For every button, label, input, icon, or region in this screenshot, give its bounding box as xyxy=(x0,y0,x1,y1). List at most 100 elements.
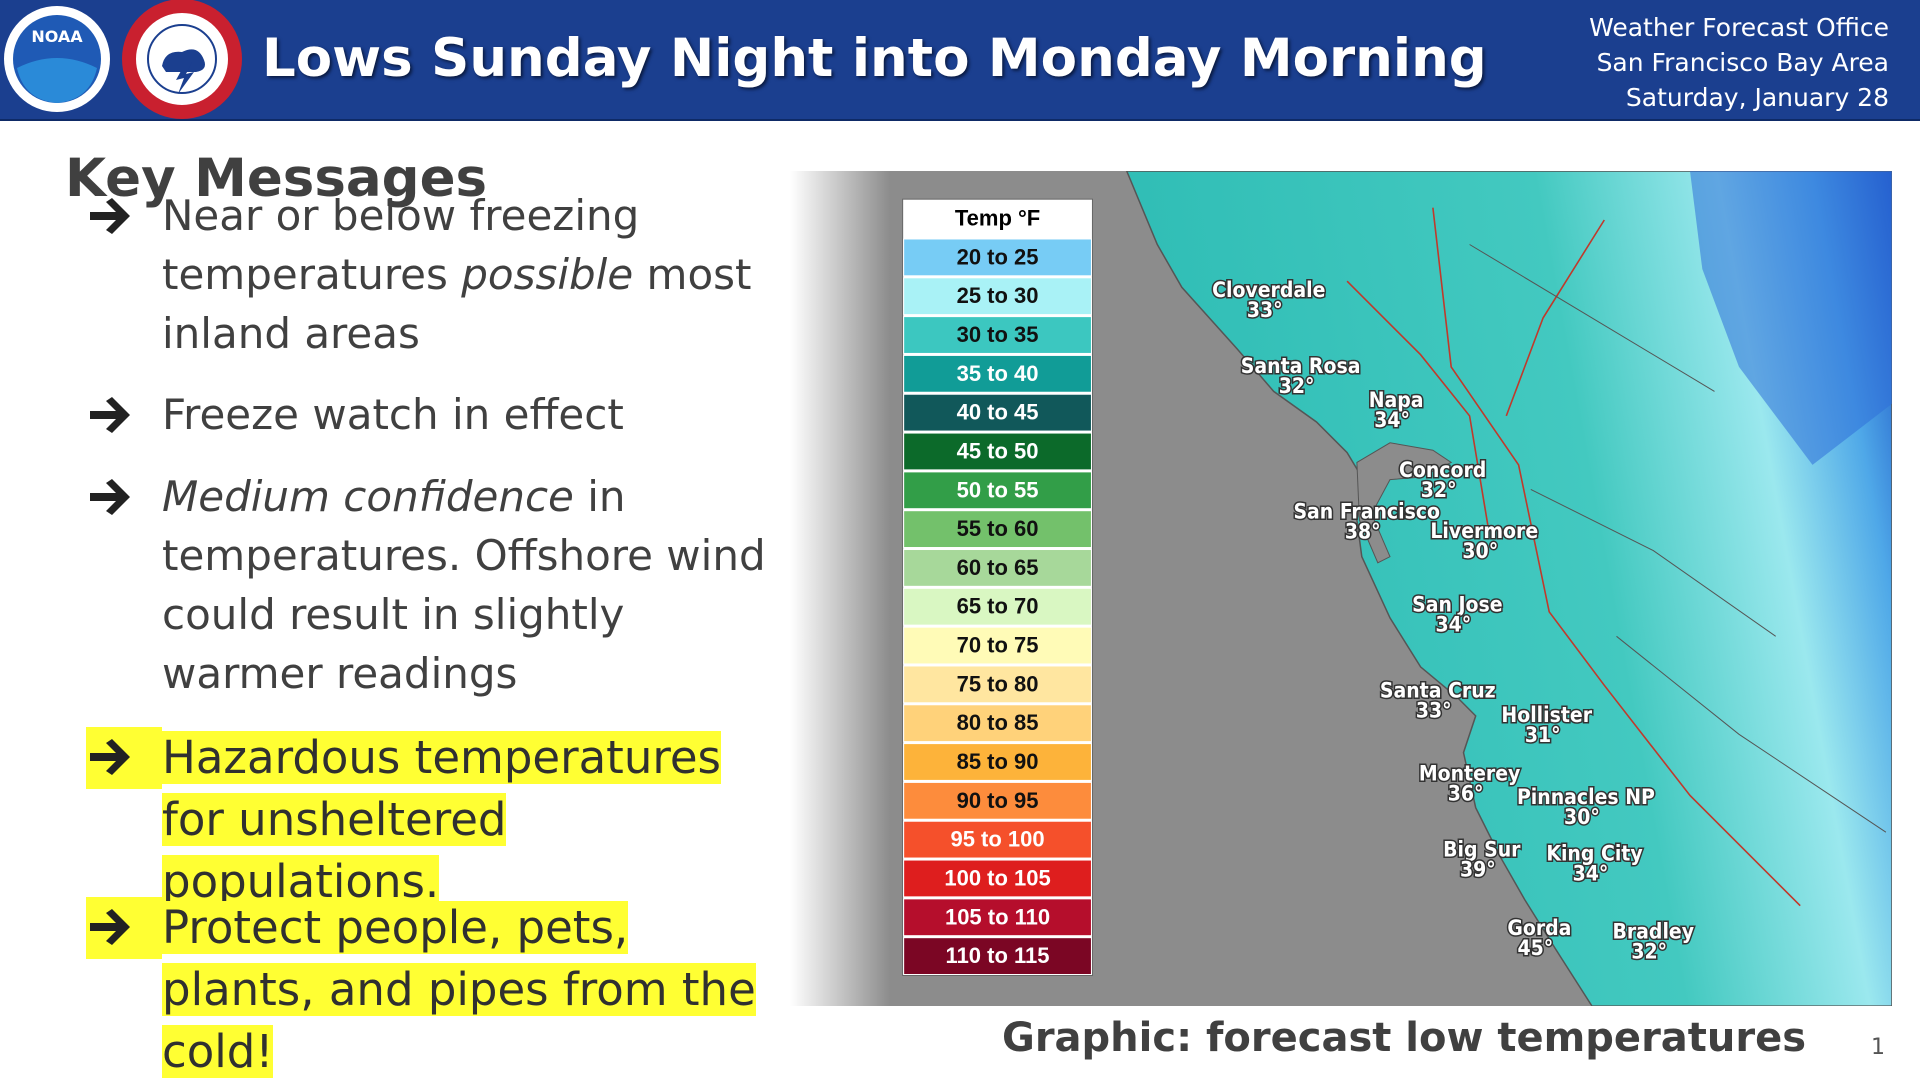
legend-swatch xyxy=(903,510,1092,549)
legend-swatch xyxy=(903,626,1092,665)
city-name: Cloverdale xyxy=(1212,278,1325,302)
title: Lows Sunday Night into Monday Morning xyxy=(262,28,1487,89)
cold-inland xyxy=(1690,171,1892,465)
road xyxy=(1432,207,1801,907)
legend-label: 55 to 60 xyxy=(957,516,1039,541)
arrow-shape xyxy=(90,198,130,234)
arrow-shape xyxy=(90,397,130,433)
legend-swatch xyxy=(903,393,1092,432)
fade xyxy=(790,171,890,1006)
legend-label: 105 to 110 xyxy=(945,904,1050,929)
city-temp: 32° xyxy=(1631,940,1667,964)
legend-swatch xyxy=(903,743,1092,781)
arrow-shape xyxy=(90,739,130,775)
legend-swatch xyxy=(903,587,1092,626)
city-name: Napa xyxy=(1369,388,1424,412)
legend-swatch xyxy=(903,781,1092,820)
county-line xyxy=(1530,488,1776,637)
bullet-text: in temperatures. Offshore wind could res… xyxy=(162,472,766,698)
city-temp: 32° xyxy=(1421,478,1457,502)
logos: NOAA xyxy=(4,0,242,119)
legend-label: 30 to 35 xyxy=(957,322,1039,347)
city-name: Monterey xyxy=(1419,762,1521,786)
county-line xyxy=(1469,244,1715,392)
office-line: Weather Forecast Office xyxy=(1589,13,1889,42)
bullet-text: possible xyxy=(461,250,634,299)
city-temp: 39° xyxy=(1460,858,1496,882)
legend-label: 25 to 30 xyxy=(957,283,1039,308)
city-temp: 36° xyxy=(1448,782,1484,806)
bay xyxy=(1356,442,1453,564)
nws-bolt xyxy=(176,62,194,94)
office-line: San Francisco Bay Area xyxy=(1596,48,1889,77)
legend-label: 110 to 115 xyxy=(946,943,1050,968)
county-line xyxy=(1616,635,1887,833)
legend-swatch xyxy=(903,859,1092,898)
arrow-icon xyxy=(90,479,130,515)
bullet-text: Near or below freezing temperatures xyxy=(162,191,640,299)
legend-swatch xyxy=(903,820,1092,859)
legend-swatch xyxy=(903,898,1092,937)
bullet: Freeze watch in effect xyxy=(162,385,772,444)
land xyxy=(1125,171,1892,1006)
arrow-icon xyxy=(90,909,130,945)
city-name: Big Sur xyxy=(1443,838,1521,862)
bullet-text: Protect people, pets, plants, and pipes … xyxy=(162,901,756,1078)
legend-swatch xyxy=(903,277,1092,316)
legend-label: 20 to 25 xyxy=(957,244,1039,269)
legend-swatch xyxy=(903,471,1092,510)
legend-label: 70 to 75 xyxy=(957,633,1039,658)
caption: Graphic: forecast low temperatures xyxy=(1002,1015,1807,1061)
nws-ring xyxy=(122,0,242,119)
map: Temp °F 20 to 25 25 to 30 30 to 35 35 to 40 4… xyxy=(790,171,1892,1006)
legend-swatch xyxy=(903,704,1092,743)
city-temp: 38° xyxy=(1345,520,1381,544)
city-name: Livermore xyxy=(1430,519,1538,543)
road xyxy=(1505,219,1605,417)
legend-swatch xyxy=(903,937,1092,975)
legend-swatch xyxy=(903,549,1092,587)
legend-swatch xyxy=(903,316,1092,354)
city-temp: 33° xyxy=(1416,698,1452,722)
legend-swatch xyxy=(903,238,1092,277)
legend-box xyxy=(902,198,1093,976)
bullet-text: most inland areas xyxy=(162,250,752,358)
legend-label: 40 to 45 xyxy=(957,400,1039,425)
legend-swatch xyxy=(903,432,1092,471)
arrow-icon xyxy=(90,739,130,775)
legend-label: 60 to 65 xyxy=(957,555,1039,580)
city-name: Concord xyxy=(1399,458,1486,482)
city-temp: 30° xyxy=(1564,805,1600,829)
city-name: San Francisco xyxy=(1293,500,1440,524)
arrow-icon xyxy=(90,198,130,234)
office-info: Weather Forecast Office San Francisco Ba… xyxy=(1589,10,1889,115)
noaa-logo-text: NOAA xyxy=(31,27,83,46)
key-messages-title: Key Messages xyxy=(65,148,488,209)
city-name: Gorda xyxy=(1507,916,1571,940)
legend-swatch xyxy=(903,354,1092,393)
bullet-text: Freeze watch in effect xyxy=(162,390,624,439)
city-temp: 34° xyxy=(1435,613,1471,637)
legend-label: 80 to 85 xyxy=(957,710,1039,735)
legend-swatch xyxy=(903,665,1092,704)
city-temp: 33° xyxy=(1247,298,1283,322)
office-line: Saturday, January 28 xyxy=(1625,83,1889,112)
city-name: Santa Rosa xyxy=(1241,354,1361,378)
bullet: Protect people, pets, plants, and pipes … xyxy=(162,897,772,1083)
city-name: Pinnacles NP xyxy=(1517,785,1655,809)
city-temp: 30° xyxy=(1462,539,1498,563)
bullet: Hazardous temperatures for unsheltered p… xyxy=(162,727,772,913)
legend-label: 45 to 50 xyxy=(957,438,1039,463)
legend-label: 100 to 105 xyxy=(944,865,1050,890)
legend-label: 85 to 90 xyxy=(957,749,1039,774)
city-temp: 45° xyxy=(1518,936,1554,960)
city-name: Santa Cruz xyxy=(1380,678,1496,702)
legend-label: 90 to 95 xyxy=(957,788,1039,813)
legend-label: 35 to 40 xyxy=(957,361,1039,386)
city-temp: 34° xyxy=(1374,408,1410,432)
arrow-icon xyxy=(90,397,130,433)
legend-label: 95 to 100 xyxy=(950,827,1044,852)
arrow-shape xyxy=(90,909,130,945)
noaa-wave xyxy=(17,58,97,103)
